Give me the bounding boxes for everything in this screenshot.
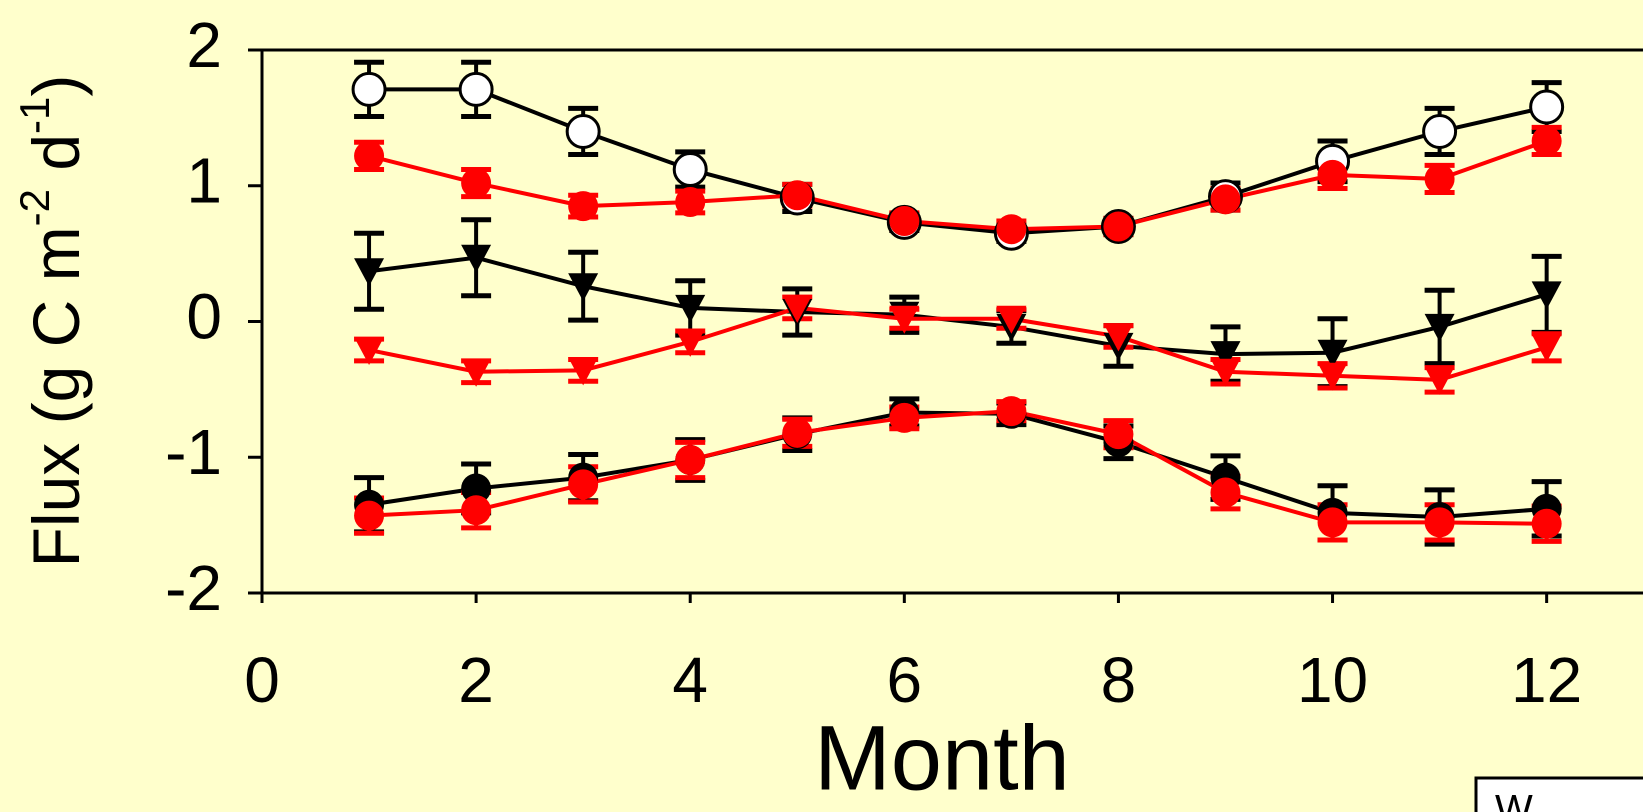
y-tick-label: -1 bbox=[165, 416, 222, 488]
marker bbox=[1424, 366, 1455, 395]
y-tick-label: 0 bbox=[186, 280, 222, 352]
marker bbox=[782, 180, 813, 211]
marker bbox=[889, 305, 920, 334]
x-tick-label: 8 bbox=[1101, 644, 1137, 716]
marker bbox=[1317, 507, 1348, 538]
y-tick-label: 1 bbox=[186, 145, 222, 217]
marker bbox=[1424, 313, 1455, 342]
series-line bbox=[369, 87, 1548, 236]
marker bbox=[889, 206, 920, 237]
marker bbox=[1317, 339, 1348, 368]
marker bbox=[889, 402, 920, 433]
series-line bbox=[368, 410, 1547, 519]
series-line bbox=[368, 255, 1548, 357]
marker bbox=[461, 168, 492, 199]
marker bbox=[568, 357, 599, 386]
legend-text: W bbox=[1495, 788, 1533, 812]
marker bbox=[1529, 89, 1565, 125]
marker bbox=[1424, 507, 1455, 538]
marker bbox=[1317, 362, 1348, 391]
marker bbox=[354, 337, 385, 366]
x-tick-label: 2 bbox=[458, 644, 494, 716]
marker bbox=[675, 444, 706, 475]
marker bbox=[1531, 508, 1562, 539]
y-label-part: Flux (g C m bbox=[19, 226, 93, 567]
marker bbox=[1424, 163, 1455, 194]
y-label-part: ) bbox=[19, 75, 93, 97]
marker bbox=[461, 495, 492, 526]
marker bbox=[1531, 125, 1562, 156]
marker bbox=[672, 151, 708, 187]
marker bbox=[568, 469, 599, 500]
marker bbox=[458, 71, 494, 107]
marker bbox=[461, 358, 492, 387]
marker bbox=[461, 244, 492, 273]
series-line bbox=[368, 409, 1547, 526]
marker bbox=[675, 187, 706, 218]
x-tick-label: 10 bbox=[1297, 644, 1368, 716]
marker bbox=[1317, 159, 1348, 190]
marker bbox=[1210, 477, 1241, 508]
marker bbox=[675, 294, 706, 323]
marker bbox=[354, 258, 385, 287]
marker bbox=[565, 113, 601, 149]
marker bbox=[996, 214, 1027, 245]
marker bbox=[1210, 341, 1241, 370]
y-label-sup: -2 bbox=[11, 189, 58, 226]
marker bbox=[782, 417, 813, 448]
marker bbox=[996, 305, 1027, 334]
y-label-part: d bbox=[19, 134, 93, 189]
marker bbox=[1531, 281, 1562, 310]
marker bbox=[354, 140, 385, 171]
marker bbox=[568, 273, 599, 302]
marker bbox=[351, 71, 387, 107]
y-tick-label: -2 bbox=[165, 552, 222, 624]
marker bbox=[1103, 419, 1134, 450]
marker bbox=[1103, 323, 1134, 352]
x-tick-label: 4 bbox=[672, 644, 708, 716]
x-axis-label: Month bbox=[814, 707, 1070, 809]
marker bbox=[1422, 113, 1458, 149]
y-axis-label: Flux (g C m-2 d-1) bbox=[11, 75, 93, 568]
marker bbox=[1531, 334, 1562, 363]
legend-box bbox=[1474, 776, 1643, 812]
marker bbox=[1103, 211, 1134, 242]
series-line bbox=[368, 139, 1548, 232]
marker bbox=[568, 191, 599, 222]
marker bbox=[461, 473, 492, 504]
x-tick-label: 6 bbox=[887, 644, 923, 716]
marker bbox=[354, 500, 385, 531]
marker bbox=[996, 396, 1027, 427]
marker bbox=[782, 294, 813, 323]
marker bbox=[1210, 358, 1241, 387]
x-tick-label: 0 bbox=[244, 644, 280, 716]
marker bbox=[1210, 184, 1241, 215]
x-tick-label: 12 bbox=[1511, 644, 1582, 716]
marker bbox=[675, 328, 706, 357]
y-label-sup: -1 bbox=[11, 97, 58, 134]
series-line bbox=[368, 305, 1548, 382]
y-tick-label: 2 bbox=[186, 9, 222, 81]
